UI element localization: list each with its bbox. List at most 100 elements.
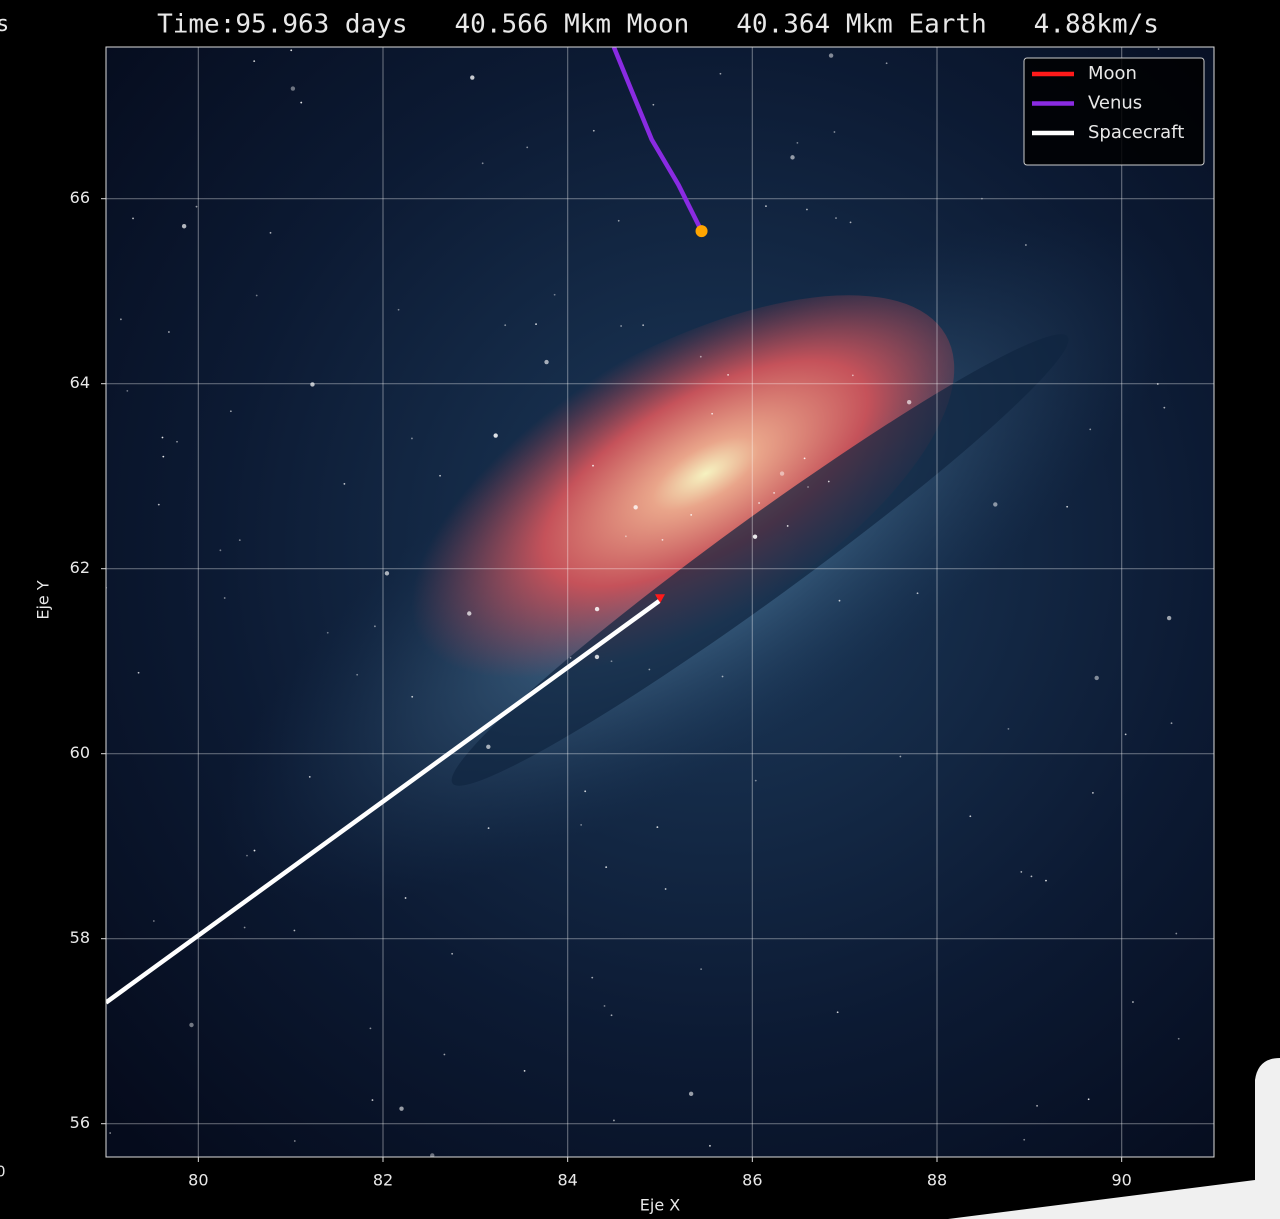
star xyxy=(109,1132,111,1134)
x-tick-label: 84 xyxy=(557,1171,577,1190)
star xyxy=(592,465,594,467)
star xyxy=(790,155,794,159)
star xyxy=(829,53,833,57)
star xyxy=(132,218,134,220)
star xyxy=(158,504,160,506)
star xyxy=(611,1014,613,1016)
star xyxy=(665,888,667,890)
star xyxy=(690,514,692,516)
star xyxy=(591,977,593,979)
star xyxy=(907,400,911,404)
star xyxy=(176,441,178,443)
star xyxy=(1125,733,1127,735)
star xyxy=(254,850,256,852)
star xyxy=(230,410,232,412)
page: {"chart_data": { "type": "line", "title"… xyxy=(0,0,1280,1219)
star xyxy=(755,780,757,782)
star xyxy=(1163,407,1165,409)
star xyxy=(806,209,808,211)
star xyxy=(385,571,389,575)
venus-marker xyxy=(696,225,708,237)
star xyxy=(852,374,854,376)
y-tick-label: 64 xyxy=(70,373,90,392)
x-tick-label: 86 xyxy=(742,1171,762,1190)
star xyxy=(828,481,830,483)
star xyxy=(411,438,413,440)
star xyxy=(720,73,722,75)
star xyxy=(1132,1001,1134,1003)
star xyxy=(834,131,836,133)
chart: Time:95.963 days 40.566 Mkm Moon 40.364 … xyxy=(0,0,1280,1219)
star xyxy=(300,102,302,104)
star xyxy=(1089,428,1091,430)
star xyxy=(524,1070,526,1072)
star xyxy=(309,776,311,778)
star xyxy=(224,597,226,599)
star xyxy=(1023,1139,1025,1141)
star xyxy=(605,866,607,868)
star xyxy=(711,413,713,415)
star xyxy=(196,206,198,208)
chart-title: Time:95.963 days 40.566 Mkm Moon 40.364 … xyxy=(157,10,1159,40)
y-tick-label: 56 xyxy=(70,1113,90,1132)
star xyxy=(570,657,572,659)
star xyxy=(1088,1098,1090,1100)
legend-label: Venus xyxy=(1088,93,1142,114)
star xyxy=(899,756,901,758)
star xyxy=(917,592,919,594)
star xyxy=(439,475,441,477)
y-axis-label: Eje Y xyxy=(34,580,53,619)
star xyxy=(758,502,760,504)
star xyxy=(372,1099,374,1101)
edge-text: s xyxy=(0,12,9,37)
star xyxy=(796,142,798,144)
star xyxy=(787,525,789,527)
star xyxy=(1031,875,1033,877)
star xyxy=(246,855,248,857)
star xyxy=(291,86,295,90)
star xyxy=(595,607,599,611)
star xyxy=(370,1027,372,1029)
star xyxy=(618,220,620,222)
star xyxy=(727,374,729,376)
y-tick-label: 62 xyxy=(70,558,90,577)
star xyxy=(120,318,122,320)
star xyxy=(482,162,484,164)
y-tick-label: 60 xyxy=(70,743,90,762)
star xyxy=(652,104,654,106)
star xyxy=(765,205,767,207)
star xyxy=(1095,676,1099,680)
star xyxy=(162,437,164,439)
star xyxy=(411,696,413,698)
star xyxy=(1025,244,1027,246)
star xyxy=(554,294,556,296)
star xyxy=(1175,933,1177,935)
star xyxy=(780,471,784,475)
star xyxy=(886,62,888,64)
star xyxy=(1171,722,1173,724)
x-tick-label: 88 xyxy=(927,1171,947,1190)
star xyxy=(168,331,170,333)
star xyxy=(182,224,186,228)
star xyxy=(1158,48,1160,50)
star xyxy=(656,826,658,828)
star xyxy=(488,827,490,829)
star xyxy=(709,1145,711,1147)
star xyxy=(290,49,292,51)
star xyxy=(399,1106,403,1110)
legend-label: Moon xyxy=(1088,63,1137,84)
star xyxy=(189,1023,193,1027)
star xyxy=(294,1140,296,1142)
star xyxy=(807,486,809,488)
star xyxy=(700,968,702,970)
star xyxy=(327,632,329,634)
star xyxy=(839,600,841,602)
star xyxy=(1036,1105,1038,1107)
star xyxy=(689,1092,693,1096)
star xyxy=(595,655,599,659)
star xyxy=(467,611,471,615)
star xyxy=(700,356,702,358)
star xyxy=(620,325,622,327)
edge-text: 0 xyxy=(0,1163,6,1181)
star xyxy=(294,930,296,932)
